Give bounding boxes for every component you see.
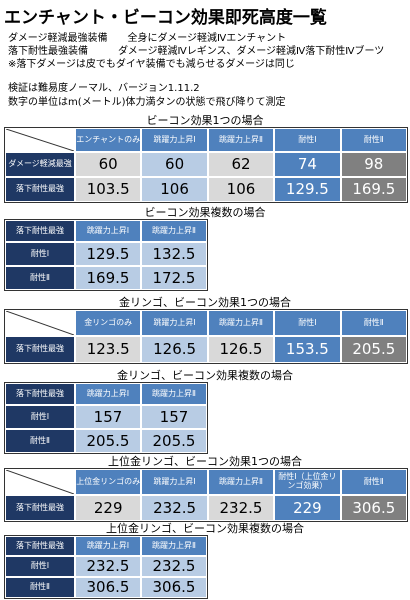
column-header: 耐性Ⅰ — [275, 311, 340, 335]
column-header: エンチャントのみ — [76, 129, 141, 151]
row-label: 耐性Ⅰ — [6, 243, 74, 265]
row-label: 耐性Ⅱ — [6, 430, 74, 452]
equipment-line: 落下耐性最強装備 ダメージ軽減Ⅳレギンス、ダメージ軽減Ⅳ落下耐性Ⅳブーツ — [8, 46, 385, 57]
value-cell: 205.5 — [341, 337, 406, 362]
corner-label: 落下耐性最強 — [6, 221, 74, 241]
column-header: 耐性Ⅱ — [341, 129, 406, 151]
column-header: 跳躍力上昇Ⅱ — [208, 311, 274, 335]
corner-cell — [6, 129, 74, 151]
table-caption: ビーコン効果複数の場合 — [144, 206, 266, 219]
column-header: 跳躍力上昇Ⅱ — [208, 129, 274, 151]
corner-label: 落下耐性最強 — [6, 537, 74, 555]
diagonal — [6, 470, 74, 494]
column-header: 跳躍力上昇Ⅱ — [142, 537, 206, 555]
value-cell: 106 — [142, 178, 207, 201]
column-header: 跳躍力上昇Ⅰ — [142, 129, 207, 151]
column-header: 耐性Ⅰ — [275, 129, 340, 151]
value-cell: 60 — [142, 153, 207, 176]
row-label: ダメージ軽減最強 — [6, 153, 74, 176]
column-header: 耐性Ⅱ — [341, 311, 406, 335]
value-cell: 169.5 — [341, 178, 406, 201]
column-header: 跳躍力上昇Ⅱ — [208, 470, 274, 494]
column-header: 跳躍力上昇Ⅰ — [142, 470, 207, 494]
note-line: ※落下ダメージは皮でもダイヤ装備でも減らせるダメージは同じ — [8, 59, 295, 70]
column-header: 耐性Ⅰ（上位金リンゴ効果） — [275, 470, 340, 494]
value-cell: 205.5 — [142, 430, 206, 452]
value-cell: 98 — [341, 153, 406, 176]
table: 落下耐性最強 跳躍力上昇Ⅰ 跳躍力上昇Ⅱ 耐性Ⅰ 232.5 232.5 耐性Ⅱ 306.5 3… — [4, 535, 208, 599]
corner-cell — [6, 311, 74, 335]
value-cell: 103.5 — [76, 178, 141, 201]
value-cell: 157 — [142, 406, 206, 428]
table-caption: 金リンゴ、ビーコン効果1つの場合 — [119, 296, 291, 309]
column-header: 跳躍力上昇Ⅰ — [142, 311, 207, 335]
row-label: 耐性Ⅰ — [6, 406, 74, 428]
corner-cell — [6, 470, 74, 494]
value-cell: 157 — [76, 406, 140, 428]
value-cell: 62 — [208, 153, 274, 176]
row-label: 落下耐性最強 — [6, 337, 74, 362]
table-caption: 金リンゴ、ビーコン効果複数の場合 — [117, 369, 293, 382]
value-cell: 232.5 — [76, 557, 140, 576]
column-header: 跳躍力上昇Ⅰ — [76, 221, 140, 241]
row-label: 耐性Ⅱ — [6, 267, 74, 289]
value-cell: 306.5 — [142, 578, 206, 597]
value-cell: 129.5 — [275, 178, 340, 201]
note-line: 数字の単位はm(メートル)体力満タンの状態で飛び降りて測定 — [8, 97, 286, 108]
value-cell: 129.5 — [76, 243, 140, 265]
value-cell: 106 — [208, 178, 274, 201]
table: 上位金リンゴのみ 跳躍力上昇Ⅰ 跳躍力上昇Ⅱ 耐性Ⅰ（上位金リンゴ効果） 耐性Ⅱ 落下耐性… — [4, 468, 408, 522]
column-header: 跳躍力上昇Ⅰ — [76, 384, 140, 404]
value-cell: 132.5 — [142, 243, 206, 265]
value-cell: 229 — [275, 496, 340, 520]
row-label: 落下耐性最強 — [6, 178, 74, 201]
table: 金リンゴのみ 跳躍力上昇Ⅰ 跳躍力上昇Ⅱ 耐性Ⅰ 耐性Ⅱ 落下耐性最強 123.5 126.5… — [4, 309, 408, 364]
row-label: 耐性Ⅰ — [6, 557, 74, 576]
value-cell: 126.5 — [142, 337, 207, 362]
row-label: 耐性Ⅱ — [6, 578, 74, 597]
value-cell: 60 — [76, 153, 141, 176]
table: 落下耐性最強 跳躍力上昇Ⅰ 跳躍力上昇Ⅱ 耐性Ⅰ 157 157 耐性Ⅱ 205.5 205.5 — [4, 382, 208, 454]
column-header: 金リンゴのみ — [76, 311, 141, 335]
table-caption: 上位金リンゴ、ビーコン効果1つの場合 — [108, 455, 302, 468]
value-cell: 126.5 — [208, 337, 274, 362]
corner-label: 落下耐性最強 — [6, 384, 74, 404]
column-header: 上位金リンゴのみ — [76, 470, 141, 494]
column-header: 耐性Ⅱ — [341, 470, 406, 494]
column-header: 跳躍力上昇Ⅱ — [142, 221, 206, 241]
value-cell: 169.5 — [76, 267, 140, 289]
value-cell: 306.5 — [341, 496, 406, 520]
value-cell: 205.5 — [76, 430, 140, 452]
value-cell: 232.5 — [142, 496, 207, 520]
equipment-line: ダメージ軽減最強装備 全身にダメージ軽減Ⅳエンチャント — [8, 33, 287, 44]
value-cell: 153.5 — [275, 337, 340, 362]
diagonal — [6, 129, 74, 151]
value-cell: 229 — [76, 496, 141, 520]
value-cell: 306.5 — [76, 578, 140, 597]
table: 落下耐性最強 跳躍力上昇Ⅰ 跳躍力上昇Ⅱ 耐性Ⅰ 129.5 132.5 耐性Ⅱ 169.5 1… — [4, 219, 208, 291]
title: エンチャント・ビーコン効果即死高度一覧 — [4, 8, 327, 28]
value-cell: 232.5 — [208, 496, 274, 520]
value-cell: 123.5 — [76, 337, 141, 362]
table-caption: 上位金リンゴ、ビーコン効果複数の場合 — [106, 522, 304, 535]
diagonal — [6, 311, 74, 335]
table: エンチャントのみ 跳躍力上昇Ⅰ 跳躍力上昇Ⅱ 耐性Ⅰ 耐性Ⅱ ダメージ軽減最強 60 60 62… — [4, 127, 408, 203]
column-header: 跳躍力上昇Ⅱ — [142, 384, 206, 404]
column-header: 跳躍力上昇Ⅰ — [76, 537, 140, 555]
value-cell: 232.5 — [142, 557, 206, 576]
table-caption: ビーコン効果1つの場合 — [146, 114, 264, 127]
note-line: 検証は難易度ノーマル、バージョン1.11.2 — [8, 83, 200, 94]
value-cell: 74 — [275, 153, 340, 176]
value-cell: 172.5 — [142, 267, 206, 289]
row-label: 落下耐性最強 — [6, 496, 74, 520]
